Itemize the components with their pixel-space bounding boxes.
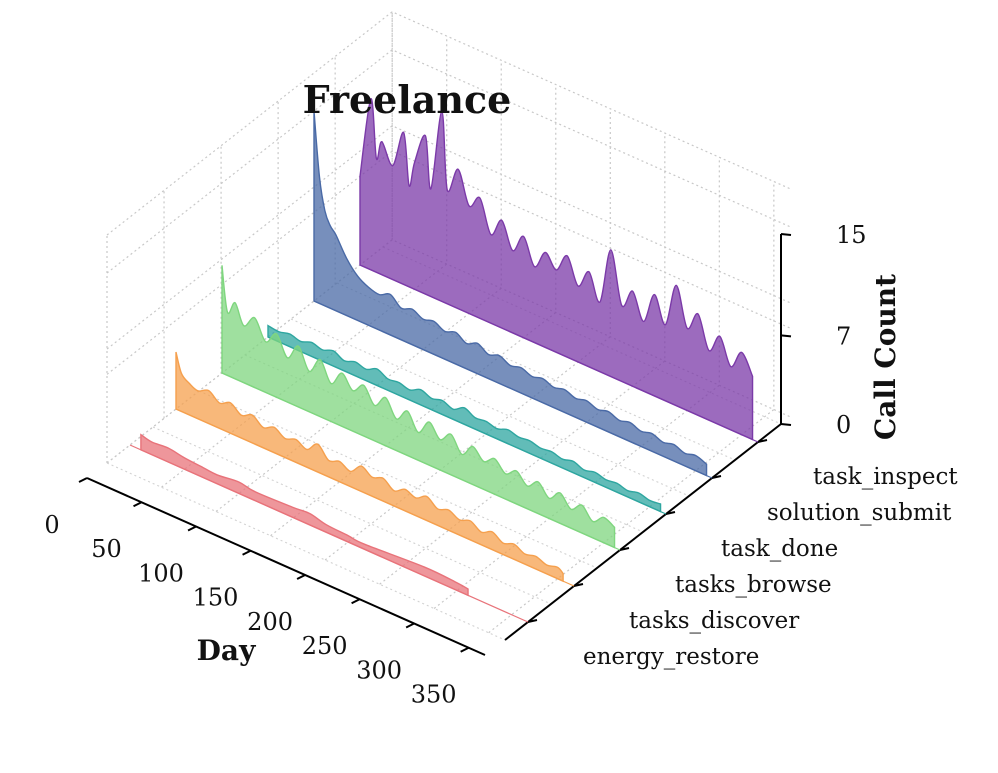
z-tick xyxy=(780,423,792,426)
category-label-energy_restore: energy_restore xyxy=(583,644,759,670)
x-tick xyxy=(187,525,197,532)
ridge-solution_submit xyxy=(313,110,708,477)
labels-layer: 050100150200250300350energy_restoretasks… xyxy=(44,221,958,709)
z-tick-label: 0 xyxy=(836,411,851,439)
baseline-task_done xyxy=(267,336,667,515)
z-tick-label: 15 xyxy=(836,221,867,249)
grid-line xyxy=(152,426,552,605)
x-tick-label: 50 xyxy=(91,535,122,563)
grid-line xyxy=(161,36,448,488)
grid-line xyxy=(106,125,791,350)
category-tick xyxy=(619,547,630,551)
grid-line xyxy=(488,181,775,634)
chart-title: Freelance xyxy=(303,77,512,122)
x-tick-label: 200 xyxy=(247,608,293,636)
grid-line xyxy=(270,84,557,537)
grid-line xyxy=(106,150,791,375)
category-label-task_inspect: task_inspect xyxy=(813,464,958,490)
category-tick xyxy=(527,619,538,623)
x-tick xyxy=(405,622,415,629)
category-label-tasks_browse: tasks_browse xyxy=(675,572,832,598)
z-tick-label: 7 xyxy=(836,322,851,350)
x-tick-label: 250 xyxy=(302,632,348,660)
category-axis-line xyxy=(504,423,782,641)
grid-layer xyxy=(106,11,791,641)
x-tick xyxy=(351,598,361,605)
x-axis-line xyxy=(86,477,486,656)
category-label-task_done: task_done xyxy=(721,536,838,562)
x-tick xyxy=(78,477,88,483)
ridge-tasks_discover xyxy=(175,351,564,583)
ridge-tasks_browse xyxy=(221,265,616,549)
x-tick-label: 300 xyxy=(356,656,402,684)
z-tick xyxy=(780,233,792,236)
x-tick xyxy=(133,501,142,508)
category-tick xyxy=(665,511,676,515)
baseline-tasks_browse xyxy=(221,372,621,551)
x-axis-title: Day xyxy=(197,634,256,667)
x-tick xyxy=(296,574,306,580)
grid-line xyxy=(106,11,791,236)
series-layer xyxy=(129,98,759,623)
category-tick xyxy=(711,475,722,479)
grid-line xyxy=(324,108,611,561)
x-tick-label: 100 xyxy=(138,559,184,587)
x-tick-label: 350 xyxy=(411,681,457,709)
category-label-solution_submit: solution_submit xyxy=(767,500,952,526)
category-tick xyxy=(757,439,768,443)
category-tick xyxy=(573,583,584,587)
ridge-task_done xyxy=(267,324,662,513)
grid-line xyxy=(106,462,506,641)
grid-line xyxy=(106,11,393,464)
x-tick-label: 150 xyxy=(193,584,239,612)
baseline-energy_restore xyxy=(129,444,529,623)
baseline-task_inspect xyxy=(359,264,759,443)
axes-layer xyxy=(78,233,792,656)
x-tick xyxy=(460,646,470,653)
category-label-tasks_discover: tasks_discover xyxy=(629,608,799,634)
z-axis-title: Call Count xyxy=(869,274,902,440)
grid-line xyxy=(379,133,666,585)
grid-line xyxy=(433,157,720,609)
z-tick xyxy=(780,334,792,338)
baseline-tasks_discover xyxy=(175,408,575,587)
grid-line xyxy=(198,390,598,569)
ridge-energy_restore xyxy=(140,433,469,597)
grid-line xyxy=(106,49,791,274)
x-tick-label: 0 xyxy=(44,511,59,539)
ridge-task_inspect xyxy=(359,98,754,441)
x-tick xyxy=(242,549,252,556)
baseline-solution_submit xyxy=(313,300,713,479)
grid-line xyxy=(215,60,502,512)
